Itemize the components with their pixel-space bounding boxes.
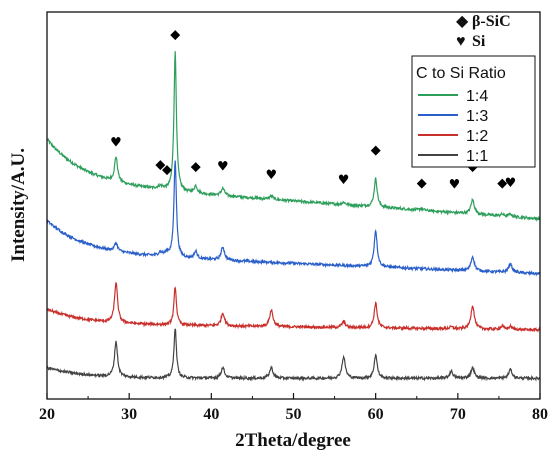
si-peak-marker: ♥	[449, 178, 461, 193]
phase-key-sic-symbol: ◆	[456, 13, 469, 30]
si-peak-marker: ♥	[217, 159, 229, 174]
sic-peak-marker: ◆	[155, 158, 165, 173]
series-line-1-3	[46, 160, 541, 277]
si-peak-marker: ♥	[505, 176, 517, 191]
legend-box	[411, 55, 536, 168]
x-axis-ticks: 20 30 40 50 60 70 80	[39, 393, 548, 423]
phase-key-si-symbol: ♥	[456, 33, 466, 50]
si-peak-marker: ♥	[265, 168, 277, 183]
y-axis-title: Intensity/A.U.	[8, 148, 29, 262]
series-line-1-1	[46, 328, 541, 382]
x-tick-label: 50	[286, 406, 302, 423]
sic-peak-marker: ◆	[162, 162, 172, 177]
series-line-1-2	[46, 281, 541, 333]
legend-entry-1-4: 1:4	[466, 88, 488, 105]
x-tick-label: 30	[121, 406, 137, 423]
x-tick-label: 40	[203, 406, 219, 423]
legend-entry-1-1: 1:1	[466, 148, 488, 165]
x-tick-label: 60	[368, 406, 384, 423]
sic-peak-marker: ◆	[170, 28, 180, 43]
series-line-1-4	[46, 51, 541, 223]
si-peak-marker: ♥	[110, 136, 122, 151]
sic-peak-marker: ◆	[371, 143, 381, 158]
legend-entry-1-3: 1:3	[466, 108, 488, 125]
phase-key-si-label: Si	[472, 33, 486, 50]
phase-key-sic-label: β-SiC	[472, 13, 511, 30]
x-axis-title: 2Theta/degree	[235, 430, 351, 451]
x-tick-label: 70	[450, 406, 466, 423]
legend-entry-1-2: 1:2	[466, 128, 488, 145]
phase-key: ◆ β-SiC ♥ Si	[456, 13, 511, 50]
legend: C to Si Ratio 1:4 1:3 1:2 1:1	[411, 55, 536, 168]
series-layer	[46, 51, 541, 382]
sic-peak-marker: ◆	[497, 176, 507, 191]
sic-peak-marker: ◆	[417, 176, 427, 191]
x-tick-label: 20	[39, 406, 55, 423]
x-tick-label: 80	[532, 406, 548, 423]
sic-peak-marker: ◆	[191, 159, 201, 174]
si-peak-marker: ♥	[338, 173, 350, 188]
legend-title: C to Si Ratio	[416, 65, 506, 82]
